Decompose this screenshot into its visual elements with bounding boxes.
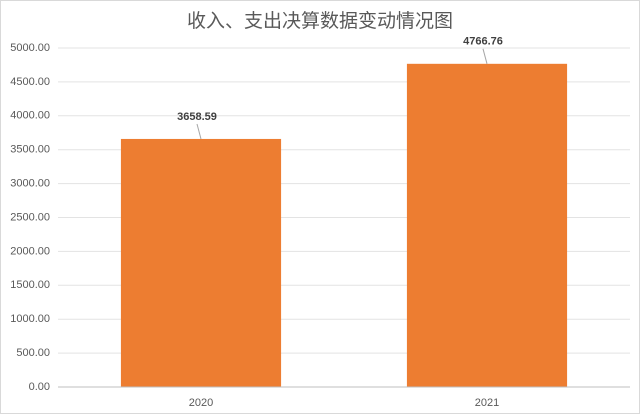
y-tick-label: 3500.00 [10,144,50,156]
leader-line [482,48,488,64]
y-tick-label: 4500.00 [10,76,50,88]
y-tick-label: 4000.00 [10,110,50,122]
chart-title: 收入、支出决算数据变动情况图 [187,10,453,32]
y-tick-label: 1000.00 [10,313,50,325]
y-tick-label: 5000.00 [10,42,50,54]
x-tick-label: 2021 [475,397,499,409]
value-label: 4766.76 [463,36,503,48]
value-label: 3658.59 [177,111,217,123]
y-tick-label: 2000.00 [10,245,50,257]
x-tick-label: 2020 [189,397,213,409]
y-tick-label: 2500.00 [10,211,50,223]
y-tick-label: 0.00 [29,381,50,393]
bar [120,138,282,387]
y-tick-label: 1500.00 [10,279,50,291]
leader-line [196,123,202,140]
y-tick-label: 500.00 [16,347,50,359]
y-tick-label: 3000.00 [10,178,50,190]
bar [406,63,568,388]
